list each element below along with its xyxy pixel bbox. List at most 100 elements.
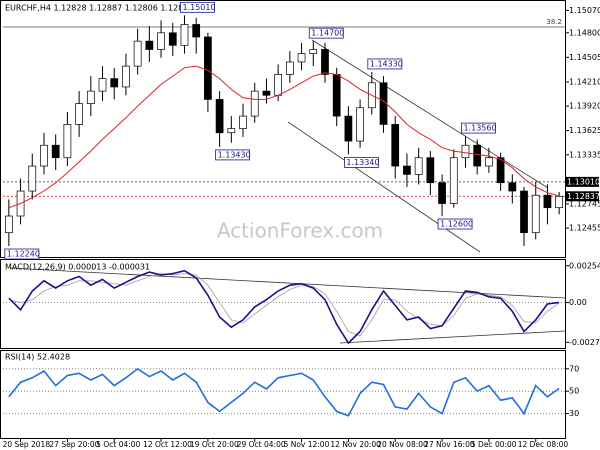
candle-body	[356, 107, 364, 142]
annotation-label: 1.12240	[7, 250, 40, 259]
candle-body	[63, 124, 72, 159]
candle-body	[414, 157, 423, 175]
candle-body	[379, 82, 388, 125]
candle-body	[133, 40, 142, 67]
level-box	[565, 176, 599, 187]
annotation-label: 1.15010	[182, 3, 215, 12]
rsi-panel	[0, 350, 566, 439]
candle-body	[274, 74, 283, 96]
candle-body	[473, 144, 482, 167]
x-tick-label: 19 Oct 20:00	[190, 440, 239, 449]
x-tick-label: 12 Nov 20:00	[330, 440, 381, 449]
annotation-label: 1.13560	[463, 124, 496, 133]
candle-body	[555, 195, 564, 209]
candle-body	[239, 115, 247, 129]
annotation-box	[367, 58, 403, 70]
candle-body	[28, 165, 37, 192]
x-tick-label: 5 Dec 00:00	[471, 440, 517, 449]
candle-body	[285, 61, 294, 75]
y-tick-label: 1.14210	[569, 77, 600, 86]
candle-body	[485, 157, 493, 167]
candle-body	[168, 32, 177, 46]
y-tick-label: 1.12455	[569, 224, 600, 233]
candle-body	[531, 194, 540, 234]
macd-trend-upper	[9, 267, 566, 299]
candle-body	[496, 157, 505, 184]
candle-body	[51, 144, 60, 159]
y-tick-label: 1.14505	[569, 53, 600, 62]
candle-body	[461, 144, 470, 159]
y-tick-label: 1.12745	[569, 199, 600, 208]
x-tick-label: 27 Sep 20:00	[49, 440, 99, 449]
y-tick-label: 0.00	[569, 298, 587, 307]
indicator-line	[8, 273, 560, 337]
macd-panel	[0, 259, 566, 349]
panel-title: RSI(14) 52.4028	[5, 353, 70, 362]
candle-body	[543, 194, 552, 209]
annotation-box	[180, 1, 215, 13]
level-box	[565, 191, 599, 202]
x-tick-label: 5 Nov 12:00	[284, 440, 330, 449]
annotation-box	[4, 248, 40, 260]
main-panel	[0, 0, 566, 258]
channel-upper	[311, 39, 549, 189]
y-tick-label: 1.13335	[569, 150, 600, 159]
y-tick-label: 1.14800	[569, 28, 600, 37]
candle-body	[40, 144, 48, 167]
annotation-box	[215, 149, 251, 161]
channel-lower	[287, 121, 481, 253]
y-tick-label: 70	[569, 364, 579, 373]
chart-title: EURCHF,H4 1.12828 1.12887 1.12806 1.1283…	[5, 4, 193, 13]
macd-trend-lower	[339, 330, 566, 344]
annotation-box	[343, 156, 379, 168]
candle-body	[227, 128, 236, 134]
candle-body	[403, 165, 411, 175]
y-tick-label: -0.002747	[569, 338, 600, 347]
x-tick-label: 5 Oct 04:00	[96, 440, 140, 449]
candle-body	[86, 90, 95, 104]
candle-body	[391, 124, 400, 167]
candle-body	[438, 182, 446, 204]
annotation-label: 1.14330	[370, 59, 403, 68]
x-tick-label: 20 Nov 08:00	[377, 440, 428, 449]
candle-body	[192, 24, 201, 38]
candle-body	[309, 49, 318, 54]
watermark: ActionForex.com	[217, 219, 383, 243]
annotation-box	[461, 122, 496, 134]
annotation-box	[437, 218, 473, 230]
x-tick-label: 20 Sep 2018	[3, 440, 51, 449]
level-label: 1.12837	[567, 192, 600, 201]
candle-body	[145, 40, 154, 50]
candle-body	[157, 32, 165, 50]
panel-title: MACD(12,26,9) 0.000013 -0.000031	[5, 263, 150, 272]
candle-body	[75, 103, 83, 125]
candle-body	[332, 74, 341, 117]
candle-body	[321, 49, 329, 75]
candle-body	[180, 24, 189, 46]
candle-body	[4, 215, 13, 234]
moving-average	[8, 65, 560, 209]
candle-body	[297, 53, 306, 63]
annotation-box	[308, 27, 344, 39]
candle-body	[449, 157, 458, 204]
candle-body	[344, 115, 353, 142]
candle-body	[98, 78, 107, 92]
indicator-line	[8, 367, 560, 417]
x-tick-label: 27 Nov 16:00	[424, 440, 475, 449]
x-tick-label: 12 Dec 08:00	[518, 440, 569, 449]
level-label: 1.13010	[567, 177, 600, 186]
fib-label: 38.2	[546, 18, 562, 26]
y-tick-label: 1.13625	[569, 126, 600, 135]
candle-body	[110, 78, 119, 88]
annotation-label: 1.13430	[218, 150, 251, 159]
annotation-label: 1.13340	[346, 158, 379, 167]
x-tick-label: 12 Oct 12:00	[143, 440, 192, 449]
x-tick-label: 29 Oct 04:00	[237, 440, 286, 449]
y-tick-label: 30	[569, 409, 579, 418]
candle-body	[508, 182, 517, 192]
candle-body	[426, 157, 435, 184]
candle-body	[250, 90, 259, 117]
y-tick-label: 1.15070	[569, 6, 600, 15]
y-tick-label: 0.00254	[569, 261, 600, 270]
